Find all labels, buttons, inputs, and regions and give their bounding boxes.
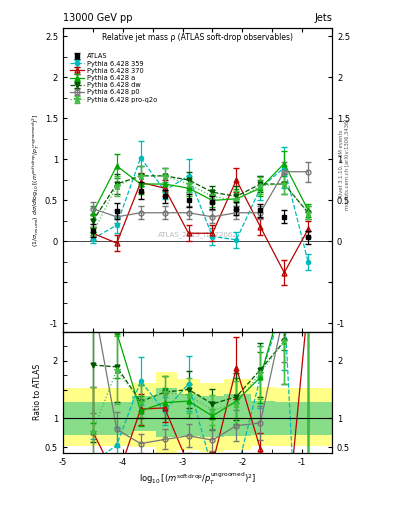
X-axis label: $\log_{10}$[$(m^{\mathrm{soft\,drop}}/p_T^{\mathrm{ungroomed}})^2$]: $\log_{10}$[$(m^{\mathrm{soft\,drop}}/p_…	[139, 471, 256, 487]
Text: Jets: Jets	[314, 13, 332, 23]
Y-axis label: Ratio to ATLAS: Ratio to ATLAS	[33, 365, 42, 420]
Text: Rivet 3.1.10, ≥ 3M events: Rivet 3.1.10, ≥ 3M events	[339, 130, 344, 198]
Y-axis label: $(1/\sigma_{\mathrm{resumi}})$ $d\sigma/d\log_{10}$[$({m^{\mathrm{soft\,drop}}}/: $(1/\sigma_{\mathrm{resumi}})$ $d\sigma/…	[31, 113, 42, 247]
Text: mcplots.cern.ch [arXiv:1306.3436]: mcplots.cern.ch [arXiv:1306.3436]	[345, 118, 350, 209]
Text: 13000 GeV pp: 13000 GeV pp	[63, 13, 132, 23]
Legend: ATLAS, Pythia 6.428 359, Pythia 6.428 370, Pythia 6.428 a, Pythia 6.428 dw, Pyth: ATLAS, Pythia 6.428 359, Pythia 6.428 37…	[69, 53, 158, 103]
Text: Relative jet mass ρ (ATLAS soft-drop observables): Relative jet mass ρ (ATLAS soft-drop obs…	[102, 33, 293, 41]
Text: ATLAS_2019_I1772062: ATLAS_2019_I1772062	[158, 231, 237, 238]
